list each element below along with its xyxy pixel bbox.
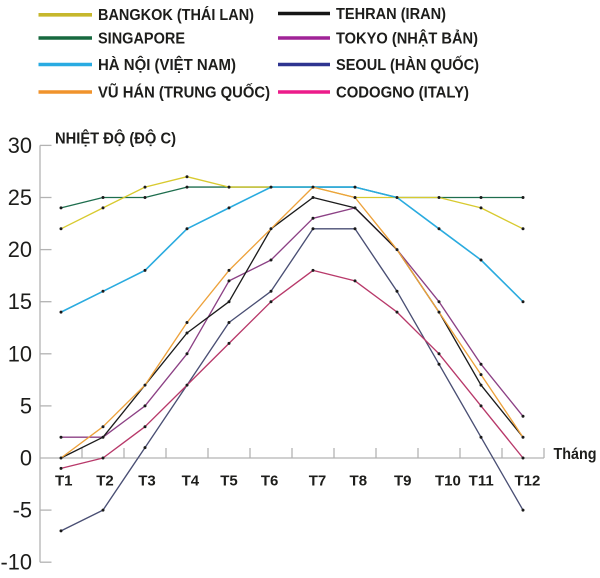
svg-text:NHIỆT ĐỘ (ĐỘ C): NHIỆT ĐỘ (ĐỘ C) [55,129,176,148]
svg-text:T9: T9 [394,473,412,490]
svg-text:CODOGNO (ITALY): CODOGNO (ITALY) [336,85,469,102]
svg-text:15: 15 [8,289,32,314]
svg-text:T6: T6 [261,473,279,490]
svg-text:SINGAPORE: SINGAPORE [98,31,185,48]
svg-text:5: 5 [20,393,32,418]
svg-text:T10: T10 [435,473,461,490]
svg-text:HÀ NỘI (VIỆT NAM): HÀ NỘI (VIỆT NAM) [98,55,236,74]
svg-text:0: 0 [20,446,32,471]
svg-text:BANGKOK (THÁI LAN): BANGKOK (THÁI LAN) [98,5,254,24]
svg-text:10: 10 [8,341,32,366]
svg-text:T1: T1 [55,473,73,490]
svg-text:VŨ HÁN (TRUNG QUỐC): VŨ HÁN (TRUNG QUỐC) [98,82,270,102]
svg-text:-5: -5 [13,498,32,523]
svg-text:T5: T5 [220,473,238,490]
svg-text:25: 25 [8,185,32,210]
svg-text:TEHRAN (IRAN): TEHRAN (IRAN) [336,6,446,23]
svg-text:T2: T2 [96,473,114,490]
svg-text:T11: T11 [469,473,494,490]
svg-text:SEOUL (HÀN QUỐC): SEOUL (HÀN QUỐC) [336,54,479,74]
svg-text:T12: T12 [514,473,540,490]
svg-text:TOKYO (NHẬT BẢN): TOKYO (NHẬT BẢN) [336,29,478,48]
svg-text:T7: T7 [309,473,327,490]
svg-text:T4: T4 [182,473,200,490]
svg-text:30: 30 [8,133,32,158]
svg-text:20: 20 [8,237,32,262]
svg-text:-10: -10 [0,550,32,575]
svg-text:T3: T3 [138,473,156,490]
svg-text:Tháng: Tháng [554,446,597,463]
svg-text:T8: T8 [350,473,368,490]
